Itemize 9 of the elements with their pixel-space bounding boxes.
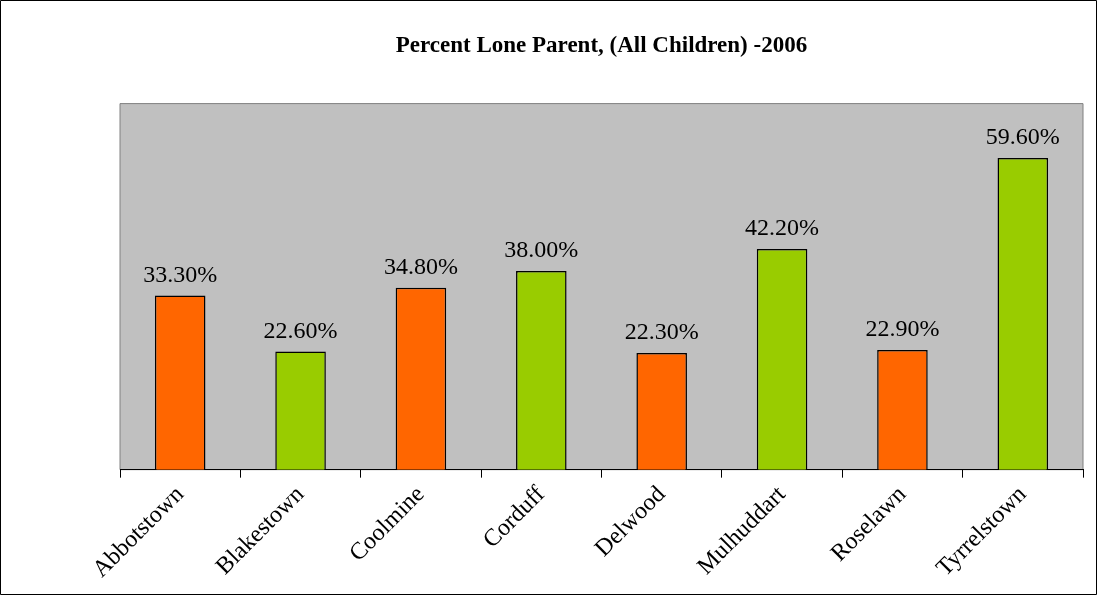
data-label: 59.60%: [985, 123, 1060, 150]
data-label: 22.90%: [865, 315, 940, 342]
data-label: 22.60%: [263, 316, 338, 343]
chart-title: Percent Lone Parent, (All Children) -2006: [395, 31, 808, 57]
data-label: 34.80%: [383, 252, 458, 279]
data-label: 22.30%: [624, 318, 699, 345]
data-label: 42.20%: [745, 214, 820, 241]
data-label: 38.00%: [504, 236, 579, 263]
data-label: 33.30%: [143, 260, 218, 287]
